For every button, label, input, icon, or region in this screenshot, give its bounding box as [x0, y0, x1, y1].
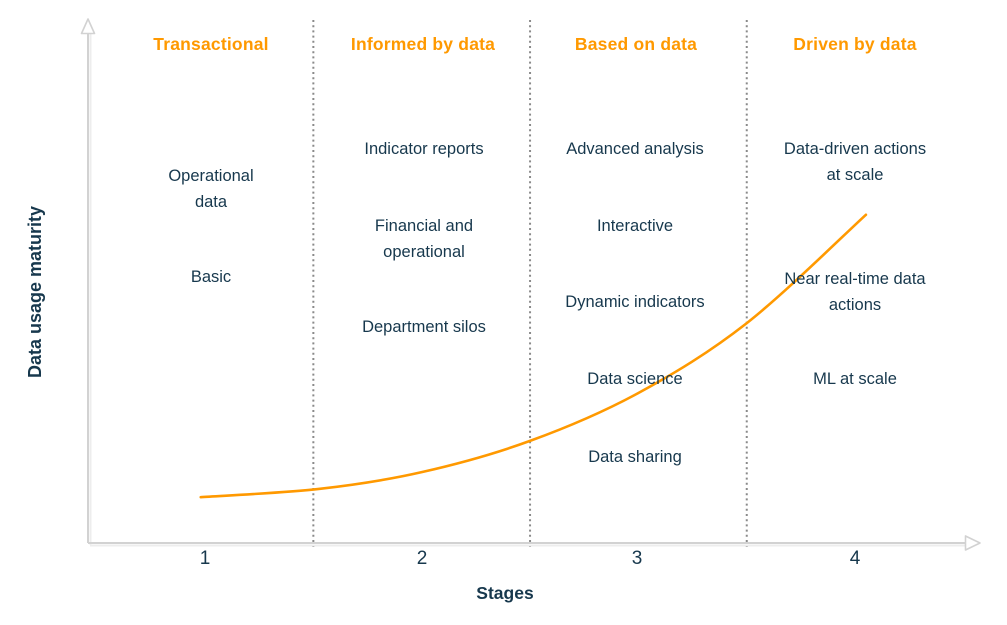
x-tick-2: 2 — [416, 548, 428, 569]
item-interactive: Interactive — [596, 217, 674, 235]
x-tick-4: 4 — [849, 548, 861, 569]
stage-header-transactional: Transactional — [153, 34, 269, 54]
item-financial-and-operational: Financial and operational — [374, 217, 474, 261]
stage-header-informed-by-data: Informed by data — [350, 34, 496, 54]
item-department-silos: Department silos — [362, 318, 486, 336]
x-tick-1: 1 — [199, 548, 211, 569]
stage-header-based-on-data: Based on data — [574, 34, 698, 54]
stage-header-driven-by-data: Driven by data — [793, 34, 917, 54]
x-tick-3: 3 — [631, 548, 643, 569]
item-ml-at-scale: ML at scale — [813, 370, 897, 388]
item-data-sharing: Data sharing — [588, 448, 682, 466]
item-dynamic-indicators: Dynamic indicators — [565, 293, 705, 311]
x-axis-label: Stages — [476, 583, 534, 603]
item-indicator-reports: Indicator reports — [364, 140, 484, 158]
y-axis-label: Data usage maturity — [25, 205, 45, 379]
item-basic: Basic — [190, 268, 232, 286]
item-data-science: Data science — [587, 370, 683, 388]
item-data-driven-actions-at-scale: Data-driven actions at scale — [783, 140, 927, 184]
item-near-real-time-data-actions: Near real-time data actions — [784, 270, 926, 314]
item-operational-data: Operational data — [168, 167, 254, 211]
item-advanced-analysis: Advanced analysis — [566, 140, 704, 158]
